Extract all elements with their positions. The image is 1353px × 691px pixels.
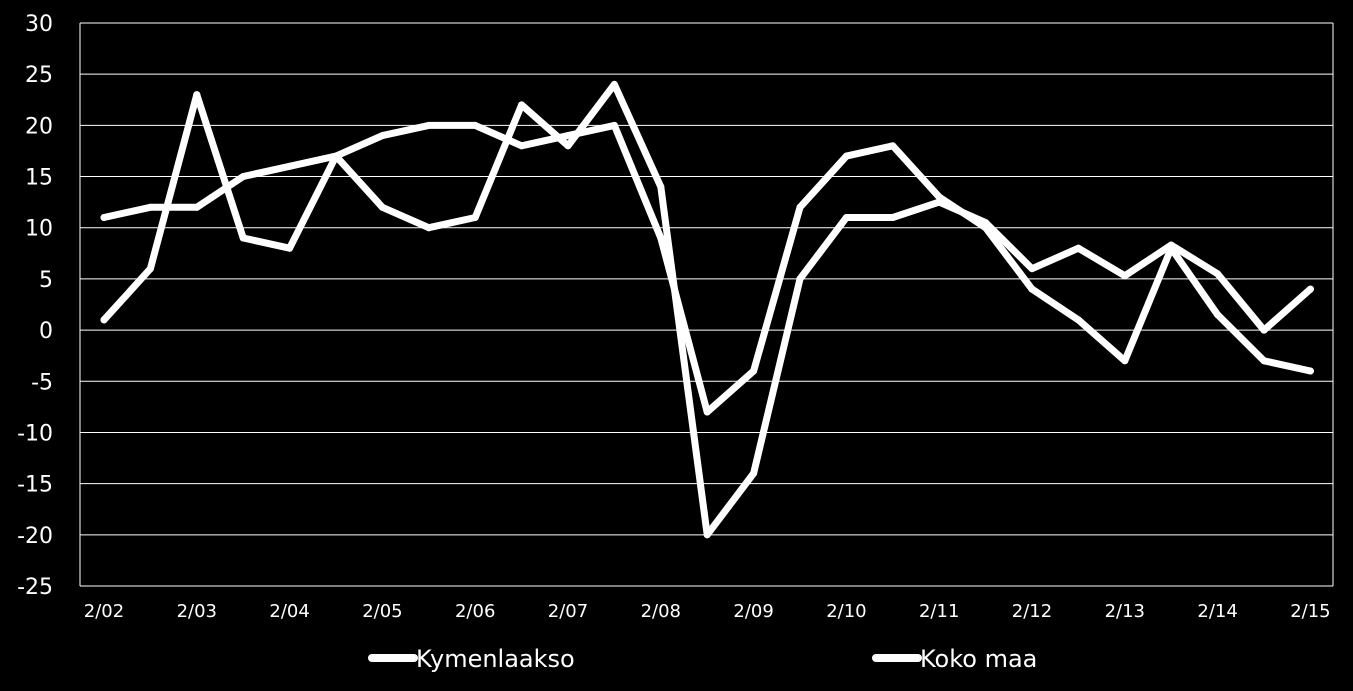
data-point-koko-maa [1074,316,1082,324]
data-point-koko-maa [1121,357,1129,365]
data-point-koko-maa [1306,367,1314,375]
y-axis-ticks: 30 25 20 15 10 5 0 -5 -10 -15 -20 -25 [17,12,53,600]
data-point-koko-maa [146,203,154,211]
data-point-kymenlaakso [1074,244,1082,252]
data-point-kymenlaakso [518,101,526,109]
data-point-koko-maa [425,121,433,129]
data-point-kymenlaakso [378,203,386,211]
data-point-koko-maa [1214,311,1222,319]
data-point-kymenlaakso [796,275,804,283]
legend-label-koko-maa: Koko maa [920,645,1037,673]
data-point-kymenlaakso [193,91,201,99]
y-tick-label: 0 [39,319,53,344]
data-point-koko-maa [889,142,897,150]
data-point-kymenlaakso [703,531,711,539]
x-tick-label: 2/12 [1012,601,1052,622]
data-point-koko-maa [610,121,618,129]
data-point-kymenlaakso [425,224,433,232]
data-point-kymenlaakso [239,234,247,242]
data-point-kymenlaakso [842,213,850,221]
x-tick-label: 2/04 [269,601,309,622]
data-point-koko-maa [1167,244,1175,252]
data-point-kymenlaakso [610,80,618,88]
legend-label-kymenlaakso: Kymenlaakso [416,645,575,673]
data-point-koko-maa [286,162,294,170]
x-tick-label: 2/02 [84,601,124,622]
x-tick-label: 2/06 [455,601,495,622]
data-point-koko-maa [471,121,479,129]
data-point-koko-maa [518,142,526,150]
x-tick-label: 2/10 [826,601,866,622]
x-tick-label: 2/09 [733,601,773,622]
data-point-koko-maa [193,203,201,211]
data-point-koko-maa [935,193,943,201]
data-point-koko-maa [1028,285,1036,293]
data-point-kymenlaakso [657,183,665,191]
data-point-kymenlaakso [146,265,154,273]
data-point-kymenlaakso [750,469,758,477]
data-point-kymenlaakso [100,316,108,324]
y-tick-label: 15 [25,166,53,191]
data-point-koko-maa [703,408,711,416]
data-point-koko-maa [657,234,665,242]
y-tick-label: -15 [17,473,53,498]
y-tick-label: 10 [25,217,53,242]
x-tick-label: 2/11 [919,601,959,622]
y-tick-label: 20 [25,114,53,139]
x-tick-label: 2/07 [548,601,588,622]
y-tick-label: -5 [31,370,53,395]
data-point-kymenlaakso [286,244,294,252]
x-tick-label: 2/13 [1105,601,1145,622]
x-axis-ticks: 2/02 2/03 2/04 2/05 2/06 2/07 2/08 2/09 2/10 2/11… [84,601,1331,622]
x-tick-label: 2/14 [1197,601,1237,622]
data-point-kymenlaakso [1121,272,1129,280]
data-point-koko-maa [982,224,990,232]
series-lines [100,80,1314,539]
data-point-kymenlaakso [1260,326,1268,334]
x-tick-label: 2/08 [641,601,681,622]
data-point-kymenlaakso [889,213,897,221]
data-point-koko-maa [332,152,340,160]
data-point-koko-maa [750,367,758,375]
data-point-kymenlaakso [1306,285,1314,293]
data-point-koko-maa [1260,357,1268,365]
data-point-koko-maa [239,173,247,181]
data-point-kymenlaakso [471,213,479,221]
y-tick-label: -20 [17,524,53,549]
y-tick-label: 25 [25,63,53,88]
data-point-koko-maa [378,132,386,140]
x-tick-label: 2/05 [362,601,402,622]
data-point-kymenlaakso [1214,270,1222,278]
data-point-koko-maa [100,213,108,221]
data-point-koko-maa [564,132,572,140]
data-point-kymenlaakso [564,142,572,150]
y-tick-label: 5 [39,268,53,293]
data-point-kymenlaakso [1028,265,1036,273]
data-point-koko-maa [796,203,804,211]
x-tick-label: 2/15 [1290,601,1330,622]
x-tick-label: 2/03 [177,601,217,622]
y-tick-label: 30 [25,12,53,37]
data-point-koko-maa [842,152,850,160]
legend: Kymenlaakso Koko maa [368,645,1037,673]
y-tick-label: -10 [17,421,53,446]
y-tick-label: -25 [17,575,53,600]
